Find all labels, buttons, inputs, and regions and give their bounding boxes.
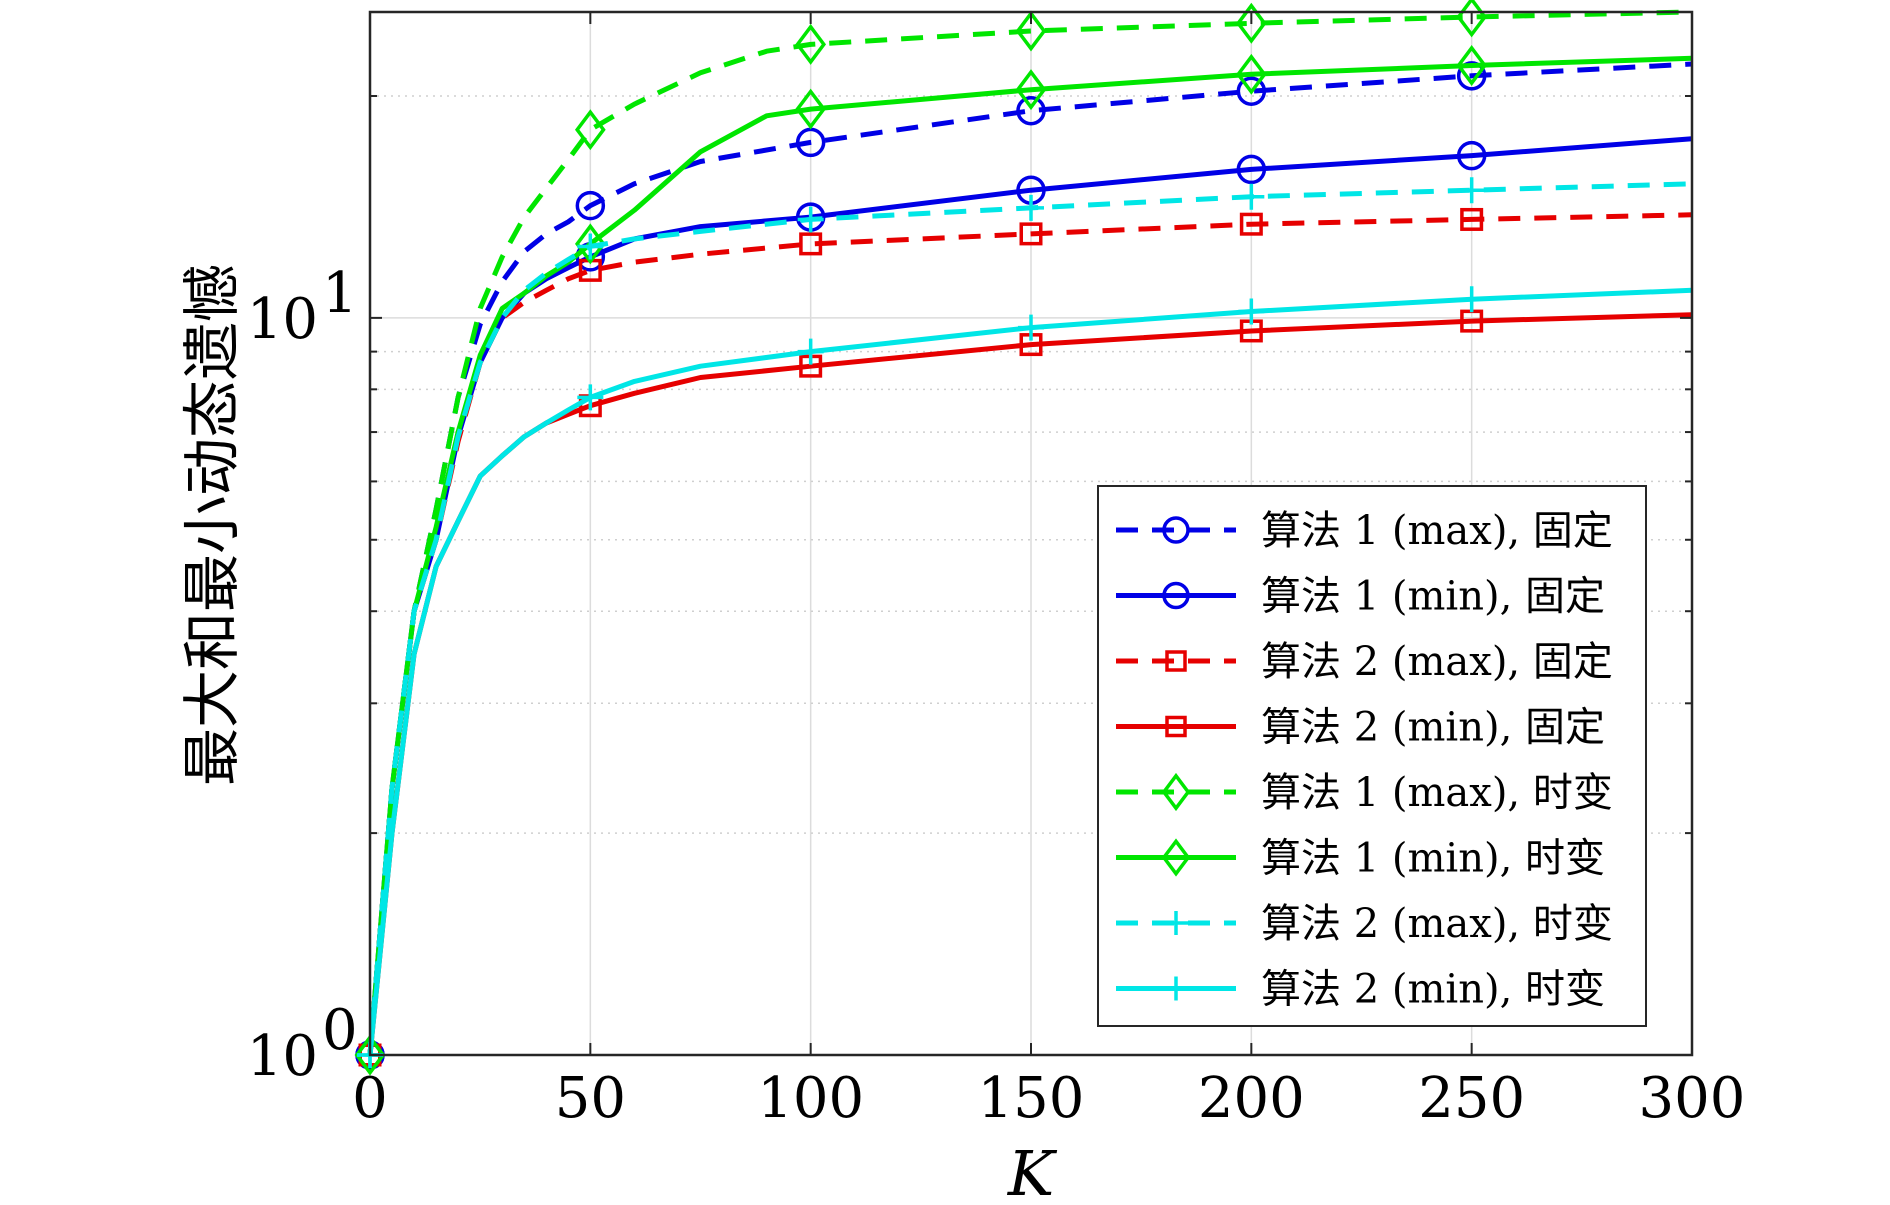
legend-label: 算法 2 (min), 时变	[1261, 967, 1605, 1013]
x-tick-labels: 0 50 100 150 200 250 300	[352, 1066, 1745, 1131]
y-tick-label: 10	[247, 287, 318, 352]
marker-diamond	[795, 23, 827, 65]
marker-plus	[1238, 298, 1265, 325]
legend-item-5: 算法 1 (max), 时变	[1116, 770, 1613, 816]
marker-plus	[1458, 286, 1485, 313]
x-tick-label: 150	[978, 1066, 1085, 1131]
marker-diamond	[574, 223, 606, 265]
x-tick-label: 50	[555, 1066, 626, 1131]
legend-item-2: 算法 1 (min), 固定	[1116, 574, 1605, 620]
marker-plus	[1164, 976, 1188, 1001]
y-tick-label: 10	[247, 1024, 318, 1089]
marker-plus	[577, 233, 604, 260]
x-tick-label: 100	[757, 1066, 864, 1131]
marker-plus	[577, 384, 604, 411]
marker-circle	[1236, 154, 1267, 185]
marker-diamond	[574, 109, 606, 151]
marker-circle	[1236, 76, 1267, 106]
series-line	[367, 287, 1693, 1056]
marker-diamond	[795, 88, 827, 130]
legend-item-6: 算法 1 (min), 时变	[1116, 836, 1605, 882]
marker-diamond	[1015, 69, 1047, 111]
y-tick-label-exponent: 1	[322, 261, 358, 326]
marker-plus	[1018, 194, 1044, 221]
series-8	[357, 286, 1693, 1068]
marker-diamond	[1161, 772, 1191, 812]
legend-item-4: 算法 2 (min), 固定	[1116, 705, 1605, 751]
legend-label: 算法 1 (max), 固定	[1261, 508, 1613, 554]
marker-circle	[1456, 61, 1487, 91]
legend-label: 算法 2 (min), 固定	[1261, 705, 1605, 751]
marker-plus	[1238, 183, 1265, 210]
legend-label: 算法 1 (max), 时变	[1261, 770, 1613, 816]
marker-square	[1165, 650, 1187, 672]
marker-square	[1019, 222, 1043, 246]
marker-circle	[575, 190, 606, 221]
marker-square	[799, 232, 823, 256]
marker-circle	[1162, 516, 1190, 544]
marker-diamond	[1456, 45, 1488, 86]
legend-item-8: 算法 2 (min), 时变	[1116, 967, 1605, 1013]
marker-square	[1165, 715, 1187, 738]
marker-plus	[1018, 314, 1044, 341]
marker-square	[1460, 207, 1484, 231]
series-line	[367, 181, 1693, 1056]
marker-diamond	[1161, 838, 1191, 877]
marker-plus	[1458, 177, 1485, 204]
marker-diamond	[1235, 53, 1267, 95]
x-tick-label: 300	[1639, 1066, 1746, 1131]
series-line	[367, 61, 1693, 1056]
x-tick-label: 0	[352, 1066, 388, 1131]
legend-item-7: 算法 2 (max), 时变	[1116, 901, 1613, 947]
y-axis-label: 最大和最小动态遗憾	[178, 264, 246, 786]
legend-label: 算法 1 (min), 时变	[1261, 836, 1605, 882]
legend-box	[1097, 485, 1647, 1027]
marker-plus	[1164, 911, 1188, 935]
marker-circle	[1016, 95, 1046, 126]
marker-plus	[797, 338, 824, 365]
legend-item-1: 算法 1 (max), 固定	[1116, 508, 1613, 554]
y-tick-label-exponent: 0	[322, 998, 358, 1063]
x-tick-label: 250	[1418, 1066, 1525, 1131]
x-axis-label: K	[1007, 1137, 1058, 1205]
marker-circle	[1162, 581, 1190, 610]
series-line	[367, 9, 1693, 1056]
series-layer	[354, 0, 1693, 1076]
marker-diamond	[1235, 2, 1267, 44]
marker-square	[1239, 212, 1263, 236]
marker-diamond	[354, 1034, 386, 1076]
legend-item-3: 算法 2 (max), 固定	[1116, 639, 1613, 685]
axis-ticks	[369, 12, 1693, 1056]
marker-plus	[797, 206, 824, 233]
legend-label: 算法 2 (max), 时变	[1261, 901, 1613, 947]
x-tick-label: 200	[1198, 1066, 1305, 1131]
marker-circle	[1456, 140, 1487, 171]
legend-label: 算法 2 (max), 固定	[1261, 639, 1613, 685]
legend-label: 算法 1 (min), 固定	[1261, 574, 1605, 620]
marker-diamond	[1015, 10, 1047, 52]
